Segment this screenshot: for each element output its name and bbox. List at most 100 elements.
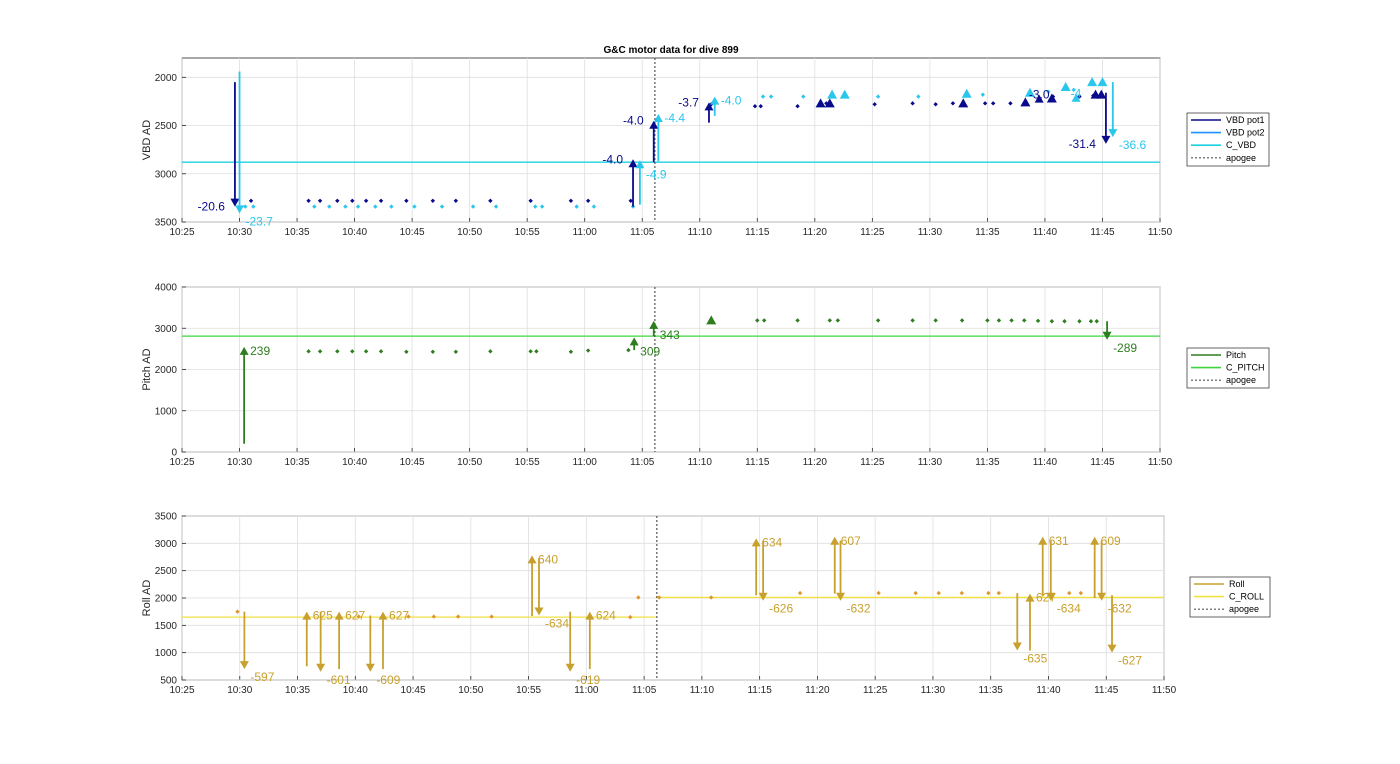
legend-label: apogee [1226, 153, 1256, 163]
data-point [350, 198, 355, 203]
x-tick-label: 10:55 [515, 227, 540, 238]
arrow-head [334, 611, 344, 620]
arrow-head [527, 555, 537, 564]
arrow-head [239, 661, 249, 670]
data-point [455, 614, 461, 619]
arrow-label: 640 [538, 552, 558, 566]
data-point [959, 318, 965, 323]
arrow-label: 627 [389, 609, 409, 623]
data-point [528, 349, 533, 354]
data-point [755, 318, 760, 323]
marker-triangle [1096, 89, 1107, 99]
data-point [768, 94, 774, 99]
data-point [1008, 101, 1013, 106]
data-point [235, 609, 240, 614]
data-point [251, 204, 256, 209]
data-point [986, 590, 991, 596]
data-point [431, 614, 437, 619]
arrow-label: -289 [1113, 341, 1137, 355]
arrow-label: 624 [596, 609, 616, 623]
data-point [795, 104, 800, 109]
data-point [1077, 94, 1082, 99]
data-point [916, 94, 921, 99]
legend-label: apogee [1229, 604, 1259, 614]
marker-triangle [1046, 93, 1057, 103]
x-tick-label: 11:00 [574, 685, 599, 696]
arrow-head [230, 198, 240, 207]
data-point [761, 318, 767, 323]
arrow-label: -634 [545, 616, 569, 630]
marker-triangle [1060, 81, 1071, 91]
arrow-head [316, 663, 326, 672]
y-tick-label: 3000 [155, 539, 178, 550]
arrow-head [1046, 592, 1056, 601]
x-tick-label: 11:35 [975, 227, 1000, 238]
arrow-head [836, 592, 846, 601]
arrow-label: -4.9 [646, 167, 667, 181]
arrow-label: 625 [313, 609, 333, 623]
data-point [980, 92, 986, 97]
arrow-label: 343 [660, 328, 680, 342]
y-tick-label: 500 [160, 676, 177, 687]
marker-triangle [1024, 87, 1035, 97]
x-tick-label: 10:45 [401, 685, 426, 696]
data-point [356, 614, 361, 619]
arrow-label: 309 [640, 344, 660, 358]
data-point [1067, 590, 1072, 596]
data-point [568, 198, 574, 203]
data-point [910, 101, 915, 106]
axes-box [181, 57, 1161, 223]
arrow-label: -31.4 [1069, 137, 1097, 151]
arrow-head [1101, 135, 1111, 144]
data-point [636, 595, 641, 600]
arrow-label: 239 [250, 344, 270, 358]
data-point [872, 102, 877, 107]
arrow-label: 609 [1101, 534, 1121, 548]
data-point [439, 204, 445, 209]
data-point [389, 204, 394, 209]
x-tick-label: 10:30 [227, 227, 252, 238]
data-point [335, 349, 340, 354]
legend-label: Roll [1229, 579, 1245, 589]
data-point [489, 614, 494, 619]
data-point [406, 614, 411, 619]
arrow-label: 627 [1036, 591, 1056, 605]
arrow-head [239, 346, 249, 355]
legend-box [1186, 112, 1270, 167]
data-point [585, 198, 591, 203]
data-point [378, 349, 384, 354]
x-tick-label: 11:40 [1033, 457, 1058, 468]
data-point [574, 204, 579, 209]
x-tick-label: 10:25 [169, 457, 194, 468]
data-point [752, 104, 758, 109]
data-point [378, 198, 384, 203]
data-point [933, 318, 938, 323]
arrow-label: -4.0 [721, 94, 742, 108]
x-tick-label: 10:30 [227, 685, 252, 696]
x-tick-label: 10:35 [285, 685, 310, 696]
arrow-label: 634 [762, 535, 782, 549]
data-point [1078, 590, 1084, 596]
data-point [1046, 89, 1051, 94]
x-tick-label: 11:00 [573, 457, 598, 468]
data-point [306, 198, 311, 203]
x-tick-label: 11:05 [630, 457, 655, 468]
arrow-label: 607 [841, 534, 861, 548]
x-tick-label: 11:50 [1152, 685, 1177, 696]
arrow-label: -632 [847, 602, 871, 616]
data-point [350, 349, 355, 354]
data-point [470, 204, 476, 209]
data-point [628, 614, 633, 620]
x-tick-label: 10:25 [169, 685, 194, 696]
x-tick-label: 10:55 [515, 457, 540, 468]
y-tick-label: 4000 [155, 283, 178, 294]
arrow-head [649, 120, 659, 129]
data-point [373, 204, 378, 209]
data-point [827, 318, 832, 323]
data-point [936, 590, 941, 596]
data-point [1094, 319, 1099, 324]
x-tick-label: 11:35 [979, 685, 1004, 696]
data-point [243, 204, 248, 209]
arrow-head [830, 536, 840, 545]
